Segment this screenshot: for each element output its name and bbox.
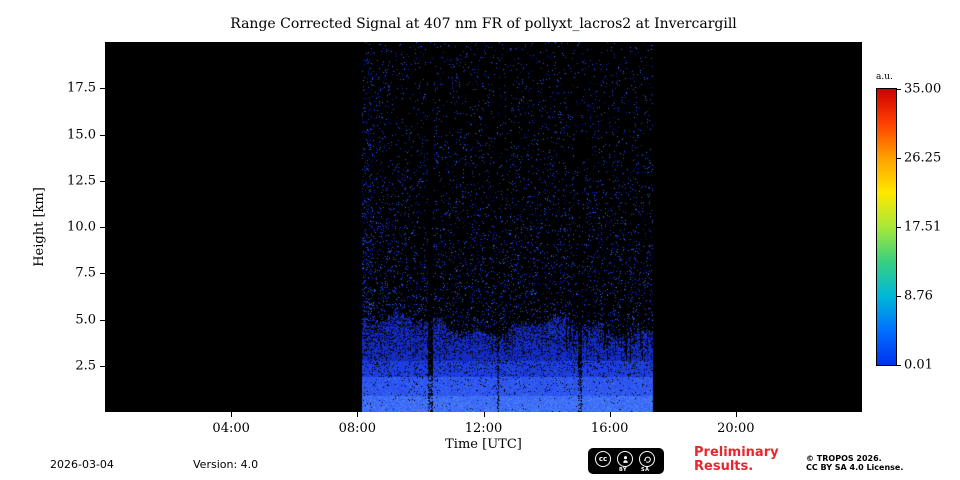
y-axis-tick	[100, 227, 105, 228]
x-axis-tick-label: 20:00	[717, 421, 755, 436]
colorbar-tick	[897, 158, 901, 159]
cc-sa-label: SA	[641, 467, 650, 473]
colorbar-tick-label: 8.76	[904, 288, 933, 304]
plot-region: 04:00 08:00 12:00 16:00 20:00 2.5 5.0 7.5 10.0 12…	[67, 42, 862, 436]
colorbar-tick-label: 26.25	[904, 150, 942, 166]
cc-by-person-icon	[617, 451, 633, 467]
y-axis-tick	[100, 319, 105, 321]
colorbar-tick-label: 35.00	[904, 81, 942, 97]
cc-logo-icon: cc	[595, 451, 611, 467]
x-axis-tick-label: 08:00	[338, 421, 377, 436]
y-axis-tick	[100, 180, 105, 182]
colorbar-tick	[897, 89, 901, 90]
y-axis-label: Height [km]	[32, 187, 47, 267]
colorbar-tick	[897, 227, 901, 228]
chart-title: Range Corrected Signal at 407 nm FR of p…	[230, 16, 737, 32]
x-axis-tick-label: 16:00	[590, 421, 629, 436]
y-axis-tick-label: 17.5	[67, 80, 96, 96]
y-axis-tick-label: 12.5	[67, 173, 96, 189]
copyright-line2: CC BY SA 4.0 License.	[806, 463, 904, 472]
person-icon	[622, 455, 628, 463]
colorbar-tick	[897, 296, 901, 297]
y-axis-tick-label: 5.0	[75, 312, 96, 327]
y-axis-tick	[100, 273, 105, 275]
preliminary-results-note: Preliminary Results.	[694, 446, 779, 474]
copyright-line1: © TROPOS 2026.	[806, 454, 882, 463]
y-axis-tick-label: 10.0	[67, 219, 96, 235]
heatmap-plot-area	[105, 42, 862, 412]
y-axis-tick	[100, 88, 105, 90]
x-axis-tick	[357, 412, 359, 417]
y-axis-tick	[100, 134, 105, 136]
colorbar-tick	[897, 365, 901, 366]
preliminary-line2: Results.	[694, 459, 754, 474]
share-alike-arrow-icon	[643, 456, 651, 463]
y-axis-tick-label: 15.0	[67, 127, 96, 142]
y-axis-tick-label: 7.5	[75, 265, 96, 281]
x-axis-tick	[483, 412, 485, 417]
colorbar-unit-label: a.u.	[876, 72, 893, 82]
license-badge: cc BY SA	[588, 448, 664, 474]
y-axis-tick	[100, 365, 105, 367]
y-axis-tick-label: 2.5	[75, 358, 96, 374]
colorbar-tick-label: 0.01	[904, 357, 933, 373]
colorbar-tick-label: 17.51	[904, 219, 942, 235]
x-axis-tick	[609, 412, 611, 417]
x-axis-tick	[735, 412, 737, 417]
x-axis-tick	[231, 412, 233, 417]
x-axis-tick-label: 04:00	[212, 421, 250, 436]
copyright-note: © TROPOS 2026. CC BY SA 4.0 License.	[806, 454, 903, 472]
cc-sa-icon	[639, 451, 655, 467]
preliminary-line1: Preliminary	[694, 445, 779, 460]
x-axis-label: Time [UTC]	[445, 437, 522, 452]
footer-version: Version: 4.0	[193, 458, 259, 471]
cc-logo-label: cc	[598, 455, 608, 463]
cc-by-label: BY	[619, 467, 628, 473]
x-axis-tick-label: 12:00	[464, 421, 503, 436]
footer-date: 2026-03-04	[50, 458, 114, 471]
colorbar: 35.00 26.25 17.51 8.76 0.01	[876, 82, 941, 373]
